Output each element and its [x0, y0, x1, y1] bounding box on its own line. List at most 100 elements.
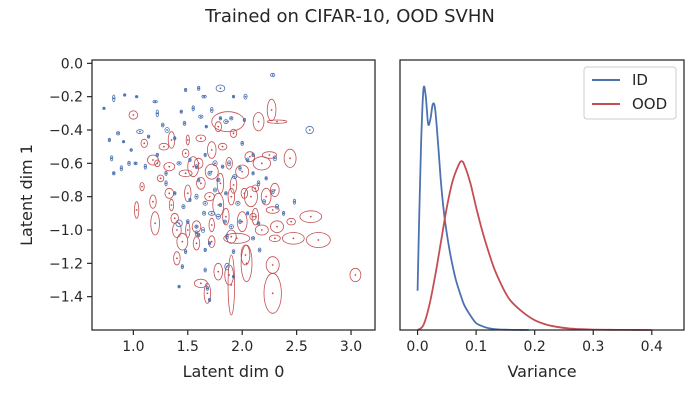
ood-point	[152, 200, 154, 203]
ood-ellipse	[178, 169, 193, 178]
id-point	[230, 225, 233, 228]
ood-ellipse	[187, 156, 200, 178]
id-point	[239, 167, 241, 170]
ood-ellipse	[185, 134, 190, 146]
id-point	[197, 179, 200, 181]
id-ellipse	[188, 157, 192, 163]
id-ellipse	[175, 219, 183, 228]
right-x-tick-label: 0.3	[582, 339, 604, 355]
id-point	[226, 235, 228, 238]
left-plot-frame	[91, 59, 376, 331]
id-point	[246, 159, 249, 161]
id-point	[184, 250, 187, 253]
id-point	[252, 172, 254, 175]
id-point	[217, 215, 220, 218]
id-ellipse	[223, 119, 229, 125]
id-ellipse	[136, 129, 144, 135]
id-ellipse	[225, 233, 229, 240]
id-point	[204, 249, 207, 251]
id-point	[232, 275, 235, 278]
id-ellipse	[194, 164, 199, 170]
ood-point	[273, 237, 276, 240]
ood-point	[276, 120, 278, 123]
ood-point	[195, 242, 198, 245]
id-point	[214, 189, 216, 191]
ood-point	[232, 132, 235, 135]
id-point	[203, 95, 206, 98]
id-ellipse	[184, 87, 188, 93]
id-point	[219, 204, 222, 206]
left-y-tick-label: −0.6	[49, 156, 83, 172]
ood-ellipse	[266, 98, 277, 122]
ood-point	[197, 162, 200, 165]
ood-ellipse	[266, 119, 288, 124]
id-ellipse	[191, 105, 195, 112]
id-point	[271, 190, 274, 193]
id-point	[103, 107, 105, 110]
ood-density-line	[416, 160, 652, 331]
ood-ellipse	[240, 244, 253, 283]
id-ellipse	[164, 127, 170, 133]
id-ellipse	[164, 170, 168, 176]
ood-ellipse	[158, 142, 170, 151]
id-point	[258, 249, 261, 251]
id-ellipse	[242, 117, 246, 123]
ood-ellipse	[252, 112, 265, 132]
ood-point	[210, 240, 213, 243]
id-ellipse	[198, 114, 204, 119]
id-ellipse	[112, 94, 116, 103]
ood-ellipse	[128, 110, 139, 120]
right-plot-frame	[399, 59, 685, 331]
id-point	[221, 165, 224, 168]
id-ellipse	[203, 267, 207, 273]
left-x-axis-label: Latent dim 0	[183, 362, 285, 381]
id-ellipse	[222, 219, 227, 224]
id-point	[232, 95, 235, 98]
id-point	[265, 177, 268, 180]
ood-point	[159, 177, 162, 180]
right-x-tick-label: 0.0	[406, 339, 428, 355]
ood-point	[168, 165, 171, 168]
id-ellipse	[161, 122, 165, 128]
ood-ellipse	[206, 141, 217, 159]
left-y-tick-label: −1.2	[49, 256, 83, 272]
id-point	[166, 129, 169, 131]
ood-ellipse	[184, 184, 192, 203]
ood-ellipse	[181, 148, 190, 158]
id-point	[210, 109, 213, 111]
left-y-tick-label: −0.8	[49, 190, 83, 206]
ood-point	[217, 204, 220, 206]
ood-ellipse	[265, 206, 280, 214]
ood-point	[186, 192, 189, 195]
ood-point	[241, 170, 244, 173]
id-point	[173, 192, 176, 195]
ood-ellipse	[223, 232, 251, 244]
ood-ellipse	[349, 267, 362, 283]
id-point	[178, 222, 180, 225]
id-point	[161, 124, 164, 126]
right-x-tick-label: 0.2	[524, 339, 546, 355]
id-ellipse	[155, 152, 159, 158]
left-x-tick-label: 1.5	[177, 339, 199, 355]
id-point	[246, 212, 249, 215]
id-point	[182, 205, 185, 208]
id-point	[241, 142, 244, 145]
id-point	[210, 212, 213, 215]
id-ellipse	[194, 193, 199, 200]
id-point	[110, 157, 113, 160]
id-ellipse	[202, 200, 208, 206]
left-y-tick-label: −0.2	[49, 90, 83, 106]
id-point	[156, 112, 159, 115]
ood-point	[276, 225, 278, 228]
ood-point	[260, 162, 263, 165]
ood-ellipse	[236, 211, 248, 233]
id-ellipse	[224, 262, 230, 271]
id-point	[195, 165, 198, 168]
ood-point	[217, 125, 220, 128]
id-ellipse	[203, 152, 207, 158]
id-ellipse	[228, 224, 234, 230]
id-point	[208, 299, 211, 301]
id-ellipse	[143, 163, 147, 170]
id-point	[257, 222, 260, 225]
id-ellipse	[152, 100, 158, 104]
